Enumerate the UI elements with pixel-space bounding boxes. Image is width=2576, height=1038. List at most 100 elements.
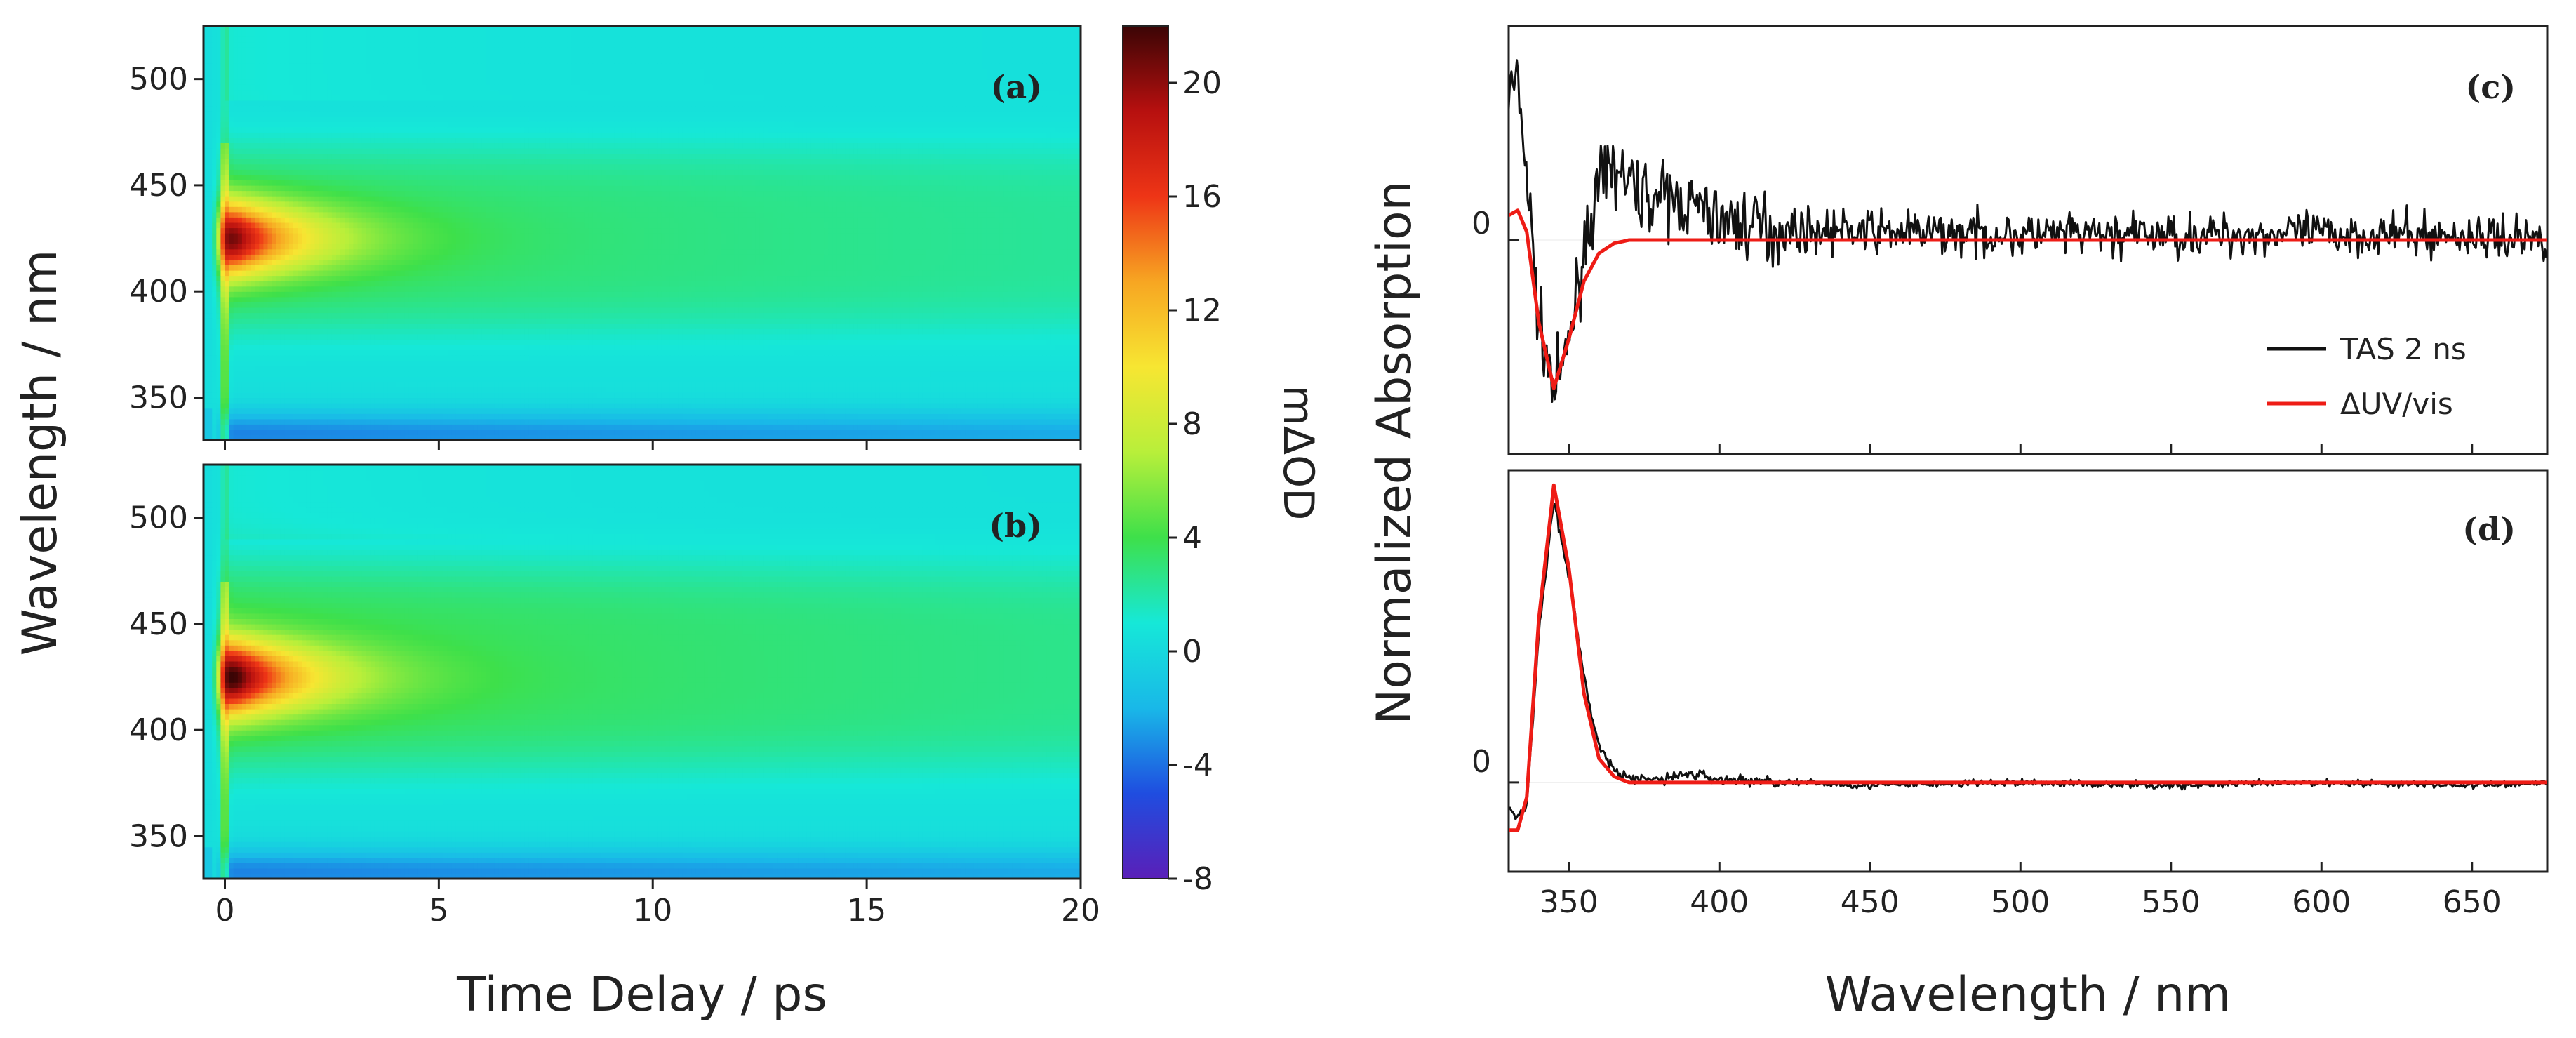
heatmap-cell xyxy=(284,397,290,404)
heatmap-cell xyxy=(738,392,743,399)
heatmap-cell xyxy=(935,381,940,387)
heatmap-cell xyxy=(319,312,324,319)
heatmap-cell xyxy=(627,344,632,350)
heatmap-cell xyxy=(674,350,679,356)
heatmap-cell xyxy=(669,413,675,420)
heatmap-cell xyxy=(302,350,307,356)
heatmap-cell xyxy=(502,323,508,329)
heatmap-cell xyxy=(263,392,269,399)
heatmap-cell xyxy=(900,434,906,440)
heatmap-cell xyxy=(404,424,410,430)
heatmap-cell xyxy=(956,350,961,356)
heatmap-cell xyxy=(422,344,427,350)
heatmap-cell xyxy=(554,387,559,393)
heatmap-cell xyxy=(896,350,902,356)
heatmap-cell xyxy=(345,323,349,329)
heatmap-cell xyxy=(216,350,221,356)
heatmap-cell xyxy=(298,323,302,329)
heatmap-cell xyxy=(794,424,799,430)
heatmap-cell xyxy=(298,328,302,335)
heatmap-cell xyxy=(1038,429,1043,436)
heatmap-cell xyxy=(806,344,812,350)
heatmap-cell xyxy=(773,408,778,414)
heatmap-cell xyxy=(828,424,833,430)
heatmap-cell xyxy=(669,376,675,382)
heatmap-cell xyxy=(310,424,316,430)
heatmap-cell xyxy=(905,350,910,356)
heatmap-cell xyxy=(225,307,230,314)
heatmap-cell xyxy=(1072,312,1077,319)
heatmap-cell xyxy=(682,312,688,319)
heatmap-cell xyxy=(704,344,709,350)
heatmap-cell xyxy=(730,408,735,414)
heatmap-cell xyxy=(738,429,743,436)
heatmap-cell xyxy=(841,312,846,319)
heatmap-cell xyxy=(1008,366,1013,372)
heatmap-cell xyxy=(225,429,230,436)
heatmap-cell xyxy=(849,350,855,356)
heatmap-cell xyxy=(678,397,683,404)
heatmap-cell xyxy=(434,328,439,335)
heatmap-cell xyxy=(982,387,987,393)
heatmap-cell xyxy=(961,360,966,366)
heatmap-cell xyxy=(212,366,217,372)
heatmap-cell xyxy=(486,403,491,409)
heatmap-cell xyxy=(408,355,414,361)
heatmap-cell xyxy=(918,360,923,366)
heatmap-cell xyxy=(447,434,453,440)
heatmap-cell xyxy=(614,392,620,399)
heatmap-cell xyxy=(383,339,388,345)
heatmap-cell xyxy=(455,355,461,361)
heatmap-cell xyxy=(999,339,1004,345)
heatmap-cell xyxy=(216,424,221,430)
heatmap-cell xyxy=(584,355,589,361)
heatmap-cell xyxy=(545,403,551,409)
heatmap-cell xyxy=(853,376,859,382)
heatmap-cell xyxy=(682,408,688,414)
heatmap-cell xyxy=(289,350,294,356)
heatmap-cell xyxy=(559,434,563,440)
heatmap-cell xyxy=(580,429,585,436)
heatmap-cell xyxy=(777,344,782,350)
heatmap-cell xyxy=(995,434,1000,440)
heatmap-cell xyxy=(246,366,251,372)
heatmap-cell xyxy=(225,387,230,393)
heatmap-cell xyxy=(875,355,880,361)
heatmap-cell xyxy=(455,323,461,329)
heatmap-cell xyxy=(533,366,538,372)
heatmap-cell xyxy=(426,333,431,340)
heatmap-cell xyxy=(370,397,375,404)
heatmap-cell xyxy=(678,339,683,345)
heatmap-cell xyxy=(575,376,581,382)
heatmap-cell xyxy=(640,344,645,350)
heatmap-cell xyxy=(875,403,880,409)
heatmap-cell xyxy=(306,312,311,319)
heatmap-cell xyxy=(293,434,298,440)
heatmap-cell xyxy=(237,397,243,404)
heatmap-cell xyxy=(1076,355,1081,361)
heatmap-cell xyxy=(943,381,949,387)
heatmap-cell xyxy=(883,333,889,340)
heatmap-cell xyxy=(229,355,234,361)
heatmap-cell xyxy=(528,339,534,345)
heatmap-cell xyxy=(627,376,632,382)
heatmap-cell xyxy=(700,312,705,319)
heatmap-cell xyxy=(229,403,234,409)
heatmap-cell xyxy=(747,328,752,335)
heatmap-cell xyxy=(460,366,465,372)
heatmap-cell xyxy=(272,424,277,430)
heatmap-cell xyxy=(1050,424,1055,430)
heatmap-cell xyxy=(768,413,773,420)
heatmap-cell xyxy=(806,424,812,430)
heatmap-cell xyxy=(417,397,422,404)
heatmap-cell xyxy=(700,360,705,366)
heatmap-cell xyxy=(867,333,872,340)
heatmap-cell xyxy=(888,381,893,387)
heatmap-cell xyxy=(584,360,589,366)
heatmap-cell xyxy=(691,376,696,382)
heatmap-cell xyxy=(541,418,547,425)
heatmap-cell xyxy=(1008,355,1013,361)
heatmap-cell xyxy=(383,366,388,372)
heatmap-cell xyxy=(1046,387,1051,393)
heatmap-cell xyxy=(691,339,696,345)
